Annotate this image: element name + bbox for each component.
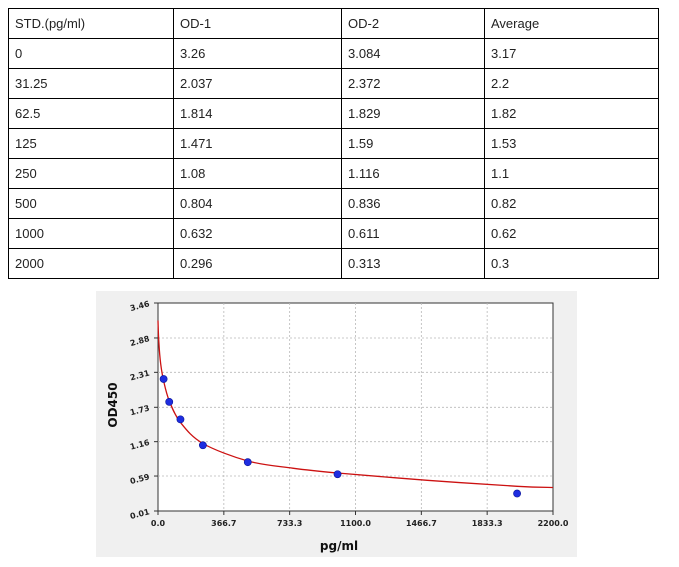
data-point xyxy=(165,397,174,406)
cell-od1: 0.296 xyxy=(173,248,342,279)
cell-od2: 1.116 xyxy=(341,158,485,189)
cell-od2: 2.372 xyxy=(341,68,485,99)
cell-od1: 1.814 xyxy=(173,98,342,129)
y-tick-label: 1.73 xyxy=(129,404,150,418)
x-tick-label: 1833.3 xyxy=(472,519,503,528)
y-tick-label: 1.16 xyxy=(129,438,151,452)
cell-od2: 0.611 xyxy=(341,218,485,249)
y-tick-label: 2.31 xyxy=(129,368,151,382)
table-row: 2000 0.296 0.313 0.3 xyxy=(8,248,659,279)
cell-average: 0.3 xyxy=(484,248,659,279)
data-point xyxy=(243,458,252,467)
table-row: 1000 0.632 0.611 0.62 xyxy=(8,218,659,249)
cell-std: 500 xyxy=(8,188,174,219)
cell-od2: 3.084 xyxy=(341,38,485,69)
header-od2: OD-2 xyxy=(341,8,485,39)
cell-average: 1.1 xyxy=(484,158,659,189)
chart-svg: 0.0 366.7 733.3 1100.0 1466.7 1833.3 2200.0 0.… xyxy=(106,299,569,553)
data-point xyxy=(198,441,207,450)
cell-od1: 3.26 xyxy=(173,38,342,69)
x-axis-ticks: 0.0 366.7 733.3 1100.0 1466.7 1833.3 2200.0 xyxy=(151,511,569,528)
table-row: 0 3.26 3.084 3.17 xyxy=(8,38,659,69)
data-point xyxy=(513,489,521,498)
y-tick-label: 2.88 xyxy=(129,334,151,348)
cell-od1: 0.632 xyxy=(173,218,342,249)
header-average: Average xyxy=(484,8,659,39)
header-od1: OD-1 xyxy=(173,8,342,39)
cell-od1: 1.471 xyxy=(173,128,342,159)
cell-std: 31.25 xyxy=(8,68,174,99)
fit-curve xyxy=(157,320,554,489)
table-header-row: STD.(pg/ml) OD-1 OD-2 Average xyxy=(8,8,659,39)
cell-average: 1.53 xyxy=(484,128,659,159)
cell-od1: 0.804 xyxy=(173,188,342,219)
cell-average: 0.82 xyxy=(484,188,659,219)
header-std: STD.(pg/ml) xyxy=(8,8,174,39)
table-row: 62.5 1.814 1.829 1.82 xyxy=(8,98,659,129)
cell-od2: 0.836 xyxy=(341,188,485,219)
cell-average: 2.2 xyxy=(484,68,659,99)
data-point xyxy=(159,375,168,383)
table-row: 250 1.08 1.116 1.1 xyxy=(8,158,659,189)
cell-od2: 1.829 xyxy=(341,98,485,129)
cell-std: 62.5 xyxy=(8,98,174,129)
standards-table: STD.(pg/ml) OD-1 OD-2 Average 0 3.26 3.084… xyxy=(8,8,659,279)
x-axis-title: pg/ml xyxy=(320,539,358,553)
cell-od1: 1.08 xyxy=(173,158,342,189)
cell-std: 125 xyxy=(8,128,174,159)
cell-od1: 2.037 xyxy=(173,68,342,99)
cell-std: 1000 xyxy=(8,218,174,249)
x-tick-label: 2200.0 xyxy=(538,519,569,528)
x-tick-label: 1466.7 xyxy=(406,519,437,528)
y-axis-ticks: 0.01 0.59 1.16 1.73 2.31 2.88 3.46 xyxy=(129,299,158,521)
cell-od2: 0.313 xyxy=(341,248,485,279)
y-axis-title: OD450 xyxy=(106,382,120,427)
table-row: 31.25 2.037 2.372 2.2 xyxy=(8,68,659,99)
x-tick-label: 0.0 xyxy=(151,519,166,528)
data-point xyxy=(333,470,342,479)
cell-std: 0 xyxy=(8,38,174,69)
table-body: 0 3.26 3.084 3.17 31.25 2.037 2.372 2.2 62.5 1.81… xyxy=(8,38,659,279)
table-row: 125 1.471 1.59 1.53 xyxy=(8,128,659,159)
table-row: 500 0.804 0.836 0.82 xyxy=(8,188,659,219)
data-points xyxy=(159,375,521,498)
cell-std: 250 xyxy=(8,158,174,189)
cell-average: 0.62 xyxy=(484,218,659,249)
x-tick-label: 366.7 xyxy=(211,519,236,528)
cell-std: 2000 xyxy=(8,248,174,279)
cell-average: 1.82 xyxy=(484,98,659,129)
x-tick-label: 733.3 xyxy=(277,519,302,528)
data-point xyxy=(176,415,185,424)
gridlines xyxy=(158,303,553,511)
x-tick-label: 1100.0 xyxy=(340,519,371,528)
y-tick-label: 3.46 xyxy=(129,299,151,313)
y-tick-label: 0.59 xyxy=(129,472,151,486)
cell-average: 3.17 xyxy=(484,38,659,69)
cell-od2: 1.59 xyxy=(341,128,485,159)
standard-curve-chart: 0.0 366.7 733.3 1100.0 1466.7 1833.3 2200.0 0.… xyxy=(96,291,577,557)
y-tick-label: 0.01 xyxy=(129,507,151,521)
